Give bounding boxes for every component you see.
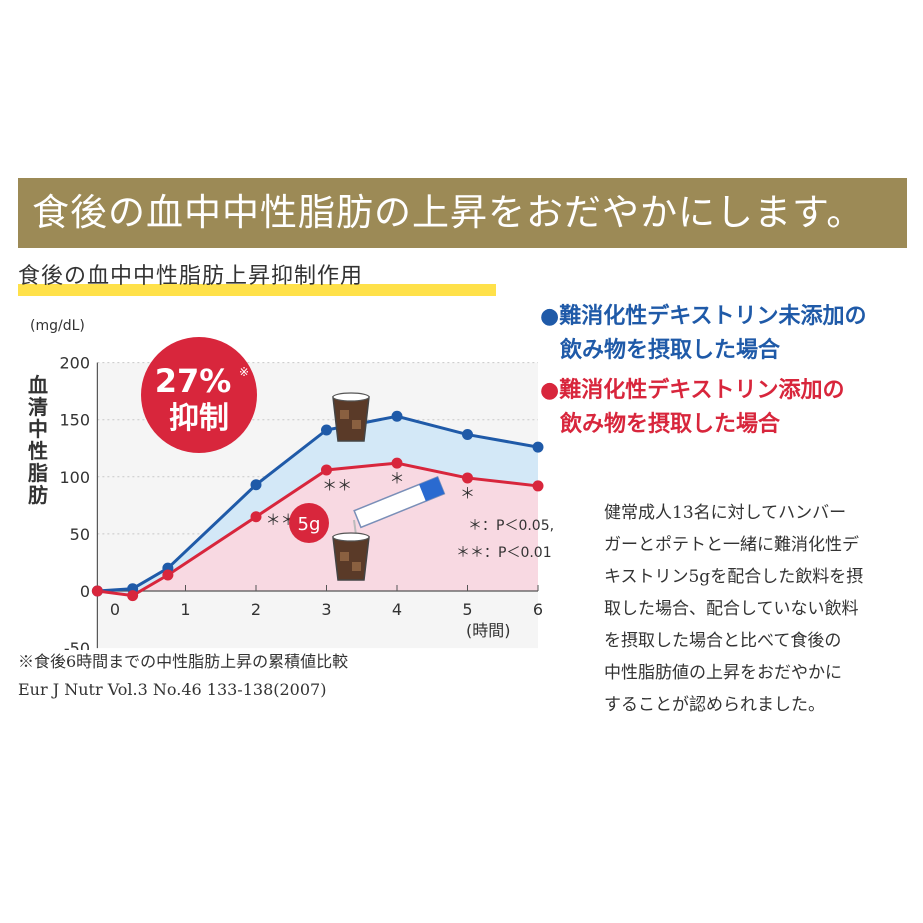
chart-lines — [97, 414, 539, 598]
description-line: キストリン5gを配合した飲料を摂 — [604, 567, 864, 587]
description-line: を摂取した場合と比べて食後の — [604, 631, 842, 651]
reduction-badge-circle — [141, 337, 257, 453]
y-tick-label: -50 — [64, 639, 90, 650]
y-tick-label: 50 — [70, 525, 90, 544]
y-axis-label: 血清中性脂肪 — [28, 373, 48, 507]
reduction-badge-label: 抑制 — [169, 401, 229, 436]
data-point-series-1 — [162, 569, 174, 581]
description-line: 取した場合、配合していない飲料 — [604, 599, 859, 619]
footnote-comparison: ※食後6時間までの中性脂肪上昇の累積値比較 — [18, 652, 349, 671]
footnote-citation: Eur J Nutr Vol.3 No.46 133-138(2007) — [18, 680, 327, 699]
legend-red-line2: 飲み物を摂取した場合 — [560, 412, 781, 437]
x-tick-label: 0 — [110, 600, 120, 619]
footnotes: ※食後6時間までの中性脂肪上昇の累積値比較 Eur J Nutr Vol.3 N… — [18, 648, 348, 704]
reduction-badge-mark: ※ — [239, 365, 249, 379]
description-line: 中性脂肪値の上昇をおだやかに — [604, 663, 842, 683]
x-tick-label: 3 — [321, 600, 331, 619]
x-tick-label: 6 — [533, 600, 543, 619]
data-point-series-1 — [321, 464, 332, 476]
significance-mark: ＊ — [389, 470, 404, 488]
y-axis-label-char: 脂 — [28, 461, 48, 485]
dextrin-stick-icon — [353, 476, 446, 536]
y-axis-label-char: 中 — [28, 417, 48, 441]
y-unit-label: (mg/dL) — [30, 318, 85, 334]
y-axis-label-char: 血 — [28, 373, 48, 397]
dextrin-drink-cup-icon — [332, 532, 370, 581]
y-axis-label-char: 性 — [28, 439, 48, 463]
reduction-badge-percent: 27% — [155, 362, 232, 400]
significance-mark: ＊ — [460, 484, 475, 502]
data-point-series-1 — [250, 511, 262, 523]
series-line-1 — [97, 461, 539, 598]
data-point-series-0 — [532, 441, 544, 453]
y-tick-label: 100 — [59, 468, 90, 487]
dose-badge-text: 5g — [298, 514, 321, 535]
dose-badge: 5g — [289, 503, 329, 543]
description-line: 健常成人13名に対してハンバー — [604, 503, 847, 523]
data-point-series-1 — [127, 590, 139, 602]
x-tick-label: 1 — [180, 600, 190, 619]
legend: ●難消化性デキストリン未添加の 飲み物を摂取した場合 ●難消化性デキストリン添加… — [540, 300, 867, 442]
data-point-series-0 — [321, 424, 332, 436]
description-line: ガーとポテトと一緒に難消化性デ — [604, 535, 859, 555]
drink-cup-icon — [332, 392, 370, 442]
y-tick-label: 150 — [59, 411, 90, 430]
dose-badge-circle — [289, 503, 329, 543]
description: 健常成人13名に対してハンバー ガーとポテトと一緒に難消化性デ キストリン5gを… — [604, 497, 904, 721]
significance-p05: ＊：P＜0.05, — [468, 518, 554, 534]
significance-p01: ＊＊：P＜0.01 — [456, 545, 552, 561]
data-point-series-0 — [462, 429, 473, 441]
significance-mark: ＊＊ — [322, 477, 352, 495]
data-point-series-0 — [250, 479, 262, 491]
chart-axes — [96, 362, 539, 649]
series-line-0 — [97, 414, 539, 593]
y-tick-label: 200 — [59, 354, 90, 373]
x-tick-label: 2 — [251, 600, 261, 619]
chart-marks — [91, 410, 544, 602]
y-tick-label: 0 — [80, 582, 90, 601]
data-point-series-1 — [532, 480, 544, 492]
section-subtitle: 食後の血中中性脂肪上昇抑制作用 — [18, 258, 496, 296]
x-tick-label: 5 — [462, 600, 472, 619]
y-axis-label-char: 肪 — [28, 483, 48, 507]
legend-red-line1: ●難消化性デキストリン添加の — [540, 378, 845, 403]
y-axis-label-char: 清 — [28, 395, 48, 419]
legend-blue-line2: 飲み物を摂取した場合 — [560, 338, 781, 363]
data-point-series-0 — [391, 410, 403, 422]
subtitle-highlight — [18, 284, 496, 296]
description-line: することが認められました。 — [604, 695, 825, 715]
headline-banner: 食後の血中中性脂肪の上昇をおだやかにします。 — [18, 178, 907, 248]
legend-blue-line1: ●難消化性デキストリン未添加の — [540, 304, 867, 329]
significance-mark: ＊＊ — [266, 511, 296, 529]
data-point-series-1 — [391, 457, 403, 469]
headline-text: 食後の血中中性脂肪の上昇をおだやかにします。 — [32, 191, 865, 234]
x-tick-label: 4 — [392, 600, 402, 619]
subtitle-text: 食後の血中中性脂肪上昇抑制作用 — [18, 264, 364, 289]
area-between-series — [97, 416, 538, 596]
x-axis-unit-label: (時間) — [466, 621, 511, 640]
data-point-series-1 — [91, 585, 103, 597]
reduction-badge: 27% ※ 抑制 — [141, 337, 257, 453]
data-point-series-1 — [462, 472, 473, 484]
